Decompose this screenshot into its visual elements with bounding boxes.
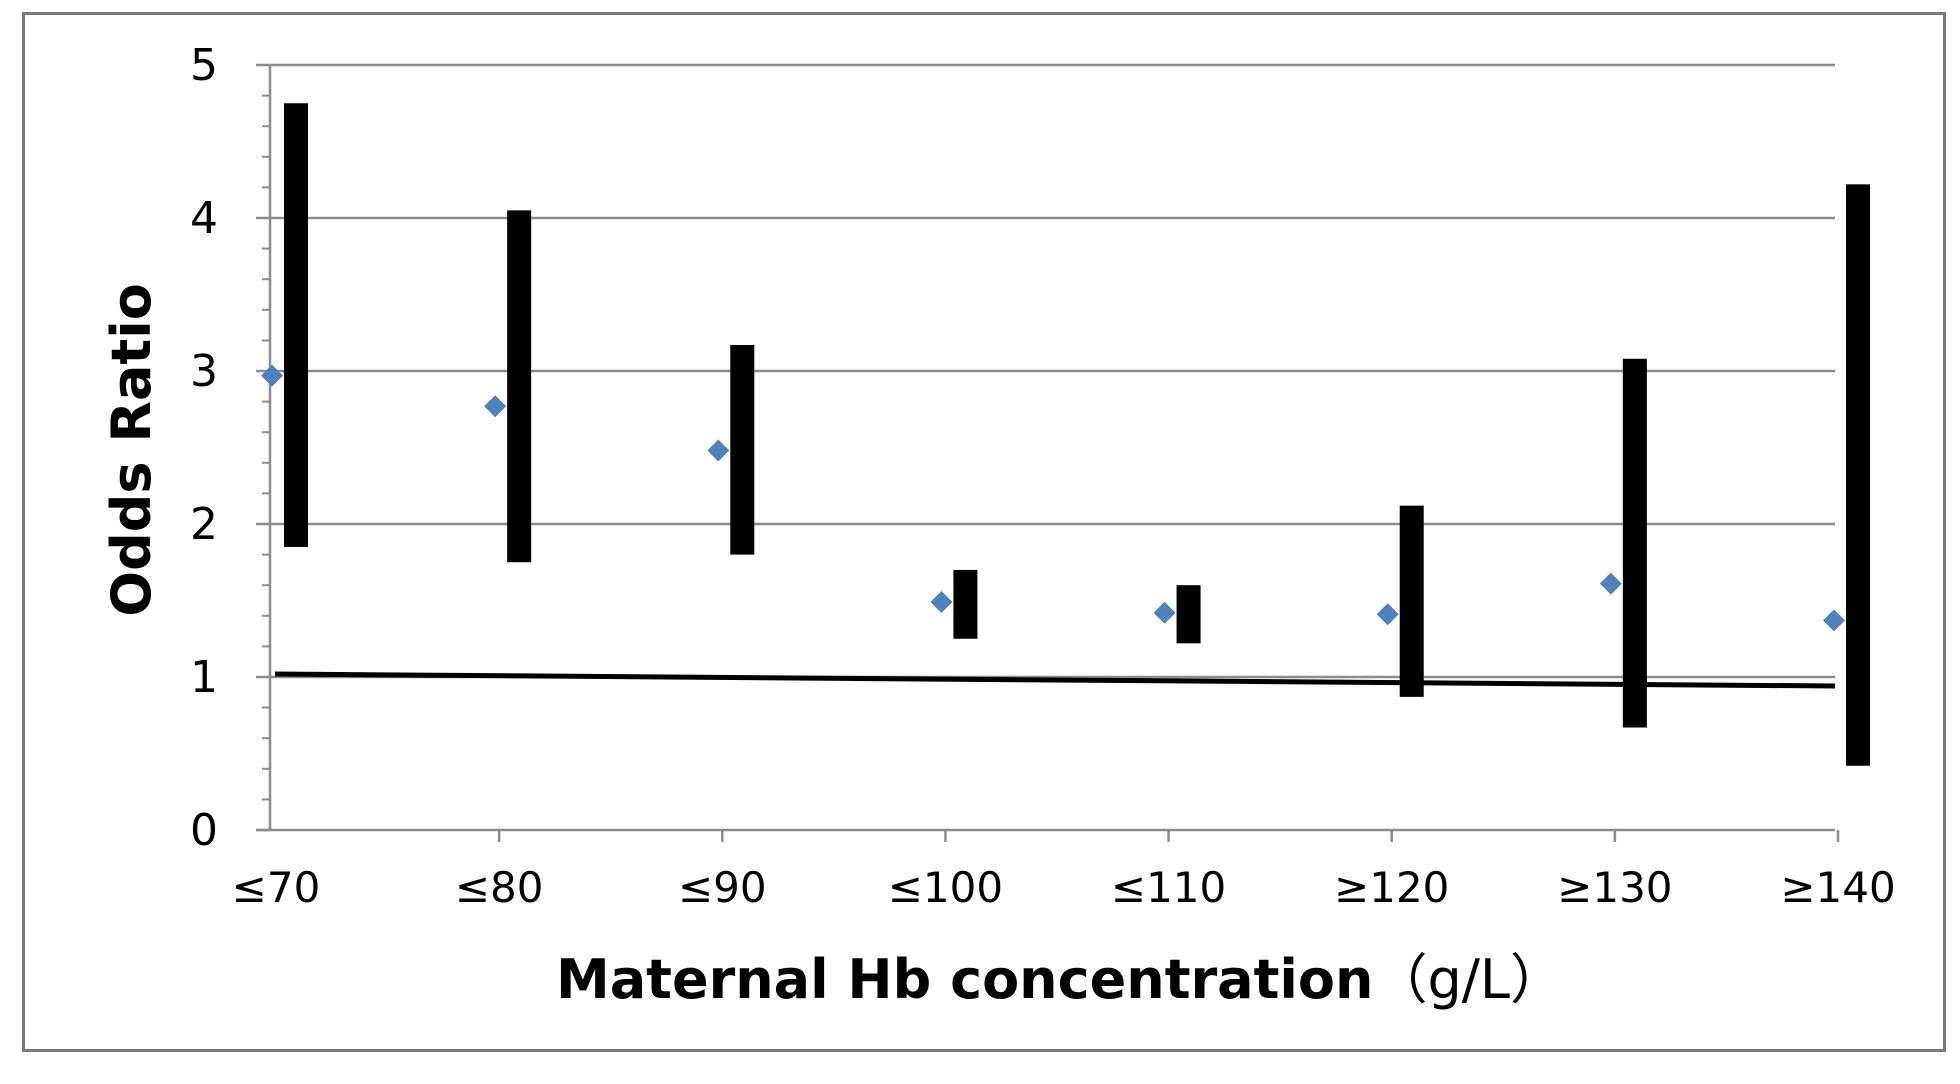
ci-bar: [284, 103, 308, 547]
y-tick-label: 0: [190, 805, 218, 856]
x-category-label: ≤90: [678, 863, 767, 912]
x-category-label: ≥120: [1334, 863, 1449, 912]
y-tick-label: 1: [190, 652, 218, 703]
odds-ratio-point: [1823, 609, 1845, 632]
y-tick-label: 3: [190, 346, 218, 397]
ci-bar: [1622, 358, 1647, 728]
x-category-label: ≤110: [1111, 863, 1226, 912]
ci-bar: [507, 210, 532, 563]
odds-ratio-point: [707, 439, 730, 462]
x-axis-title: Maternal Hb concentration（g/L）: [556, 948, 1564, 1011]
reference-line: [274, 671, 1836, 689]
y-tick-label: 4: [190, 193, 218, 244]
ci-bar: [953, 569, 978, 639]
x-category-label: ≤80: [455, 863, 544, 912]
odds-ratio-point: [261, 364, 283, 387]
axes: [256, 63, 1840, 842]
ci-bar: [1176, 585, 1201, 644]
labels: 0 1 2 3 4 5 ≤70 ≤80 ≤90 ≤100 ≤110 ≥120 ≥130 ≥140: [190, 40, 1896, 912]
ci-bar: [730, 344, 755, 555]
ci-bar: [1399, 505, 1424, 697]
odds-ratio-point: [930, 591, 953, 614]
odds-ratio-points: [261, 364, 1845, 632]
x-category-label: ≥130: [1557, 863, 1672, 912]
odds-ratio-point: [1599, 572, 1622, 595]
odds-ratio-point: [484, 395, 507, 418]
y-tick-label: 2: [190, 499, 218, 550]
gridlines: [270, 63, 1835, 679]
confidence-intervals: [284, 103, 1870, 766]
x-category-label: ≥140: [1780, 863, 1895, 912]
y-tick-label: 5: [190, 40, 218, 91]
chart-frame: [22, 12, 1946, 1052]
x-category-label: ≤100: [888, 863, 1003, 912]
odds-ratio-point: [1376, 603, 1399, 626]
x-axis-title-main: Maternal Hb concentration: [556, 948, 1373, 1011]
reference-line-group: [274, 671, 1836, 689]
odds-ratio-point: [1153, 601, 1176, 624]
ci-bar: [1846, 184, 1870, 766]
x-category-label: ≤70: [232, 863, 321, 912]
x-axis-title-unit: （g/L）: [1373, 948, 1564, 1011]
y-axis-title: Odds Ratio: [100, 283, 163, 617]
